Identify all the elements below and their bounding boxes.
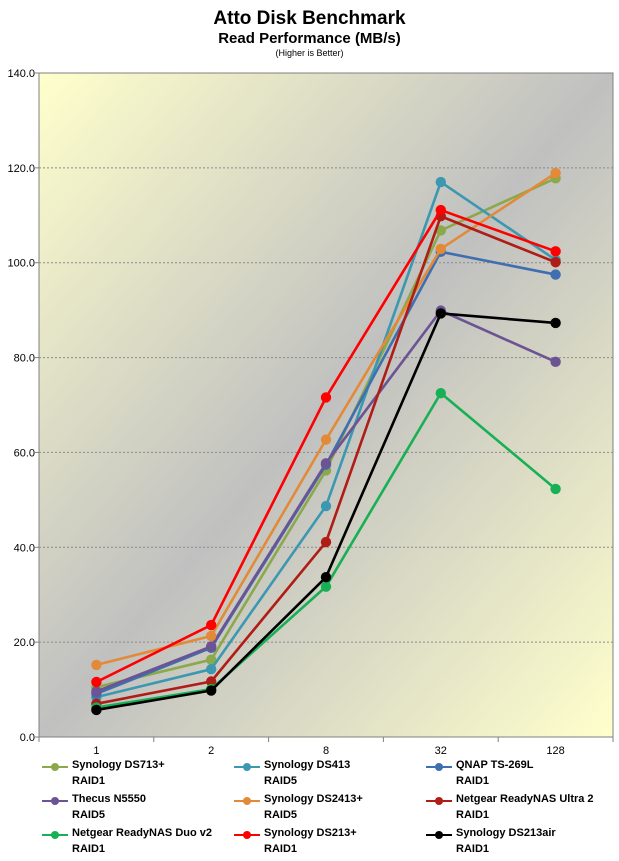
legend-sublabel: RAID1 (72, 775, 106, 787)
legend-swatch (426, 763, 452, 771)
data-point (320, 536, 332, 548)
legend-label: Synology DS413 (264, 759, 351, 771)
legend-label: QNAP TS-269L (456, 759, 534, 771)
legend-sublabel: RAID1 (456, 843, 490, 855)
legend-item: Synology DS413 RAID5 (234, 759, 426, 793)
legend-item: Synology DS2413+ RAID5 (234, 793, 426, 827)
legend-swatch (234, 831, 260, 839)
data-point (206, 663, 217, 675)
data-point (435, 308, 446, 319)
legend-label: Netgear ReadyNAS Ultra 2 (456, 793, 594, 805)
y-tick-label: 140.0 (7, 68, 35, 80)
y-tick-label: 80.0 (14, 353, 35, 365)
legend-label: Synology DS213air (456, 827, 556, 839)
data-point (435, 176, 446, 188)
data-point (320, 458, 332, 469)
data-point (550, 483, 561, 495)
x-tick-label: 32 (435, 745, 447, 757)
y-tick-label: 20.0 (14, 637, 35, 649)
data-point (91, 686, 102, 697)
legend-swatch (426, 797, 452, 805)
legend-label: Synology DS213+ (264, 827, 357, 839)
legend-sublabel: RAID1 (264, 843, 298, 855)
series-3 (91, 305, 561, 697)
data-point (320, 500, 332, 512)
data-point (550, 257, 561, 268)
legend-item: Synology DS713+ RAID1 (42, 759, 234, 793)
data-point (550, 246, 561, 257)
legend-label: Synology DS2413+ (264, 793, 363, 805)
legend-swatch (42, 763, 68, 771)
data-point (206, 619, 217, 631)
legend-item: Synology DS213+ RAID1 (234, 827, 426, 861)
data-point (206, 676, 217, 687)
data-point (206, 630, 217, 642)
series-8 (91, 308, 561, 716)
legend-item: Synology DS213air RAID1 (426, 827, 618, 861)
data-point (320, 434, 332, 445)
legend-swatch (234, 797, 260, 805)
legend-label: Thecus N5550 (72, 793, 146, 805)
legend-swatch (426, 831, 452, 839)
data-point (550, 167, 561, 179)
data-point (320, 392, 332, 403)
data-point (206, 685, 217, 696)
chart-titles: Atto Disk Benchmark Read Performance (MB… (0, 0, 619, 59)
data-point (320, 581, 332, 592)
x-tick-label: 1 (93, 745, 99, 757)
chart-note: (Higher is Better) (275, 48, 344, 58)
data-point (435, 204, 446, 216)
x-tick-label: 128 (546, 745, 564, 757)
legend-sublabel: RAID1 (72, 843, 106, 855)
plot-area (38, 72, 614, 738)
y-tick-label: 100.0 (7, 258, 35, 270)
legend-sublabel: RAID5 (264, 809, 298, 821)
series-7 (91, 204, 561, 688)
y-tick-label: 0.0 (20, 732, 35, 744)
legend-item: QNAP TS-269L RAID1 (426, 759, 618, 793)
data-point (550, 317, 561, 329)
chart-subtitle: Read Performance (MB/s) (218, 30, 401, 47)
legend-item: Netgear ReadyNAS Ultra 2 RAID1 (426, 793, 618, 827)
data-point (91, 659, 102, 671)
y-tick-label: 40.0 (14, 542, 35, 554)
legend-swatch (234, 763, 260, 771)
legend-swatch (42, 831, 68, 839)
legend-sublabel: RAID5 (264, 775, 298, 787)
legend-swatch (42, 797, 68, 805)
data-point (206, 641, 217, 652)
legend-item: Netgear ReadyNAS Duo v2 RAID1 (42, 827, 234, 861)
data-point (435, 387, 446, 399)
x-tick-label: 2 (208, 745, 214, 757)
y-tick-label: 120.0 (7, 163, 35, 175)
data-point (91, 676, 102, 688)
legend-label: Netgear ReadyNAS Duo v2 (72, 827, 212, 839)
data-point (91, 704, 102, 716)
x-tick-label: 8 (323, 745, 329, 757)
data-point (320, 571, 332, 583)
data-point (206, 654, 217, 665)
y-tick-label: 60.0 (14, 447, 35, 459)
data-point (435, 225, 446, 236)
data-point (550, 269, 561, 280)
legend-sublabel: RAID5 (72, 809, 106, 821)
legend-label: Synology DS713+ (72, 759, 165, 771)
data-point (435, 243, 446, 255)
data-point (550, 356, 561, 368)
legend-sublabel: RAID1 (456, 809, 490, 821)
legend-sublabel: RAID1 (456, 775, 490, 787)
legend-item: Thecus N5550 RAID5 (42, 793, 234, 827)
chart-title: Atto Disk Benchmark (213, 8, 406, 29)
